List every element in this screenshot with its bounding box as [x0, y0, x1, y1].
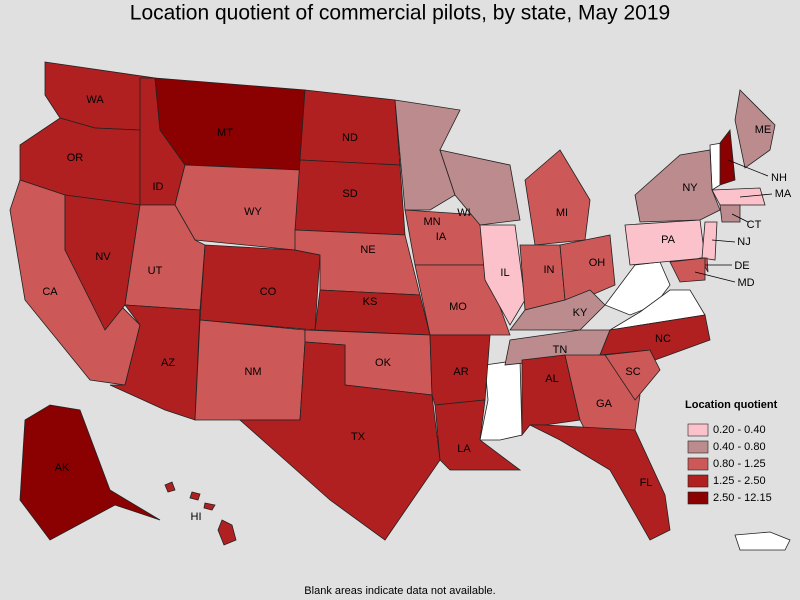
state-label: NV — [95, 251, 111, 263]
legend-swatch — [687, 474, 709, 488]
footnote: Blank areas indicate data not available. — [304, 585, 495, 597]
state-label: IA — [436, 231, 447, 243]
state-label: FL — [640, 477, 653, 489]
state-label: ME — [755, 124, 772, 136]
state — [479, 224, 526, 326]
legend-swatch — [687, 440, 709, 454]
state-label: NY — [682, 182, 698, 194]
state — [524, 149, 591, 246]
leader-line — [694, 271, 736, 283]
legend-label: 0.80 - 1.25 — [713, 458, 766, 470]
map-title: Location quotient of commercial pilots, … — [130, 2, 670, 25]
state-label: GA — [596, 398, 613, 410]
state-blank — [734, 531, 791, 551]
state-label: NH — [771, 172, 787, 184]
state-label: KS — [363, 296, 378, 308]
leader-line — [731, 213, 749, 223]
state — [519, 244, 566, 311]
state-label: DE — [734, 260, 749, 272]
state-label: OR — [67, 152, 84, 164]
state-label: PA — [661, 234, 676, 246]
state — [109, 304, 201, 421]
state — [719, 204, 741, 223]
state-label: NM — [244, 366, 261, 378]
legend-label: 2.50 - 12.15 — [713, 492, 772, 504]
state-label: TX — [351, 431, 366, 443]
state-label: WA — [86, 94, 104, 106]
state — [529, 424, 671, 541]
state-label: MA — [775, 188, 792, 200]
leader-lines — [694, 159, 773, 283]
state-label: OK — [375, 357, 392, 369]
state-label: OH — [589, 257, 606, 269]
state-labels: WA OR CA NV ID MT WY UT AZ CO NM ND SD NE KS OK TX MN IA MO… — [42, 94, 792, 523]
state-label: AZ — [161, 357, 175, 369]
state-label: WI — [457, 207, 470, 219]
state-label: MD — [737, 277, 754, 289]
state-label: MO — [449, 301, 467, 313]
state — [434, 399, 522, 471]
state — [238, 341, 441, 541]
state-label: SD — [342, 188, 357, 200]
state — [669, 257, 706, 283]
legend: 0.20 - 0.40 0.40 - 0.80 0.80 - 1.25 1.25 - … — [687, 423, 772, 505]
state — [634, 149, 721, 223]
state-label: TN — [553, 344, 568, 356]
legend-title: Location quotient — [685, 399, 778, 411]
state-label: AR — [453, 366, 468, 378]
leader-line — [727, 159, 769, 177]
state-label: ID — [153, 181, 164, 193]
state — [599, 314, 711, 361]
leader-line — [739, 193, 773, 198]
legend-swatch — [687, 491, 709, 505]
state-label: NC — [655, 333, 671, 345]
state-label: HI — [191, 511, 202, 523]
state — [199, 244, 321, 331]
state — [439, 149, 521, 226]
legend-swatch — [687, 457, 709, 471]
state-label: MI — [556, 207, 568, 219]
state-label: MT — [217, 127, 233, 139]
state-label: CO — [260, 286, 277, 298]
state — [559, 234, 616, 301]
state-label: LA — [457, 443, 471, 455]
state-label: KY — [573, 307, 588, 319]
legend-swatch — [687, 423, 709, 437]
state-label: AK — [55, 462, 70, 474]
state-label: ND — [342, 132, 358, 144]
legend-label: 0.40 - 0.80 — [713, 441, 766, 453]
state — [64, 194, 141, 331]
legend-label: 1.25 - 2.50 — [713, 475, 766, 487]
leader-line — [711, 239, 736, 243]
state — [164, 481, 176, 493]
state — [299, 89, 401, 166]
states — [9, 61, 776, 546]
state-label: CT — [747, 219, 762, 231]
state-label: CA — [42, 286, 58, 298]
state-label: MN — [423, 216, 440, 228]
legend-label: 0.20 - 0.40 — [713, 424, 766, 436]
island — [189, 491, 201, 501]
island — [203, 502, 216, 511]
state-label: UT — [148, 265, 163, 277]
state-label: NJ — [737, 236, 750, 248]
state-label: WY — [244, 206, 262, 218]
state — [711, 187, 766, 206]
state — [174, 164, 301, 251]
state-label: AL — [545, 373, 558, 385]
state — [719, 128, 736, 186]
state-label: IN — [544, 264, 555, 276]
state-label: IL — [500, 267, 509, 279]
island — [217, 519, 237, 546]
state — [19, 404, 161, 541]
state-label: NE — [360, 244, 375, 256]
state — [701, 221, 718, 261]
state — [734, 89, 776, 169]
state-label: SC — [625, 366, 640, 378]
